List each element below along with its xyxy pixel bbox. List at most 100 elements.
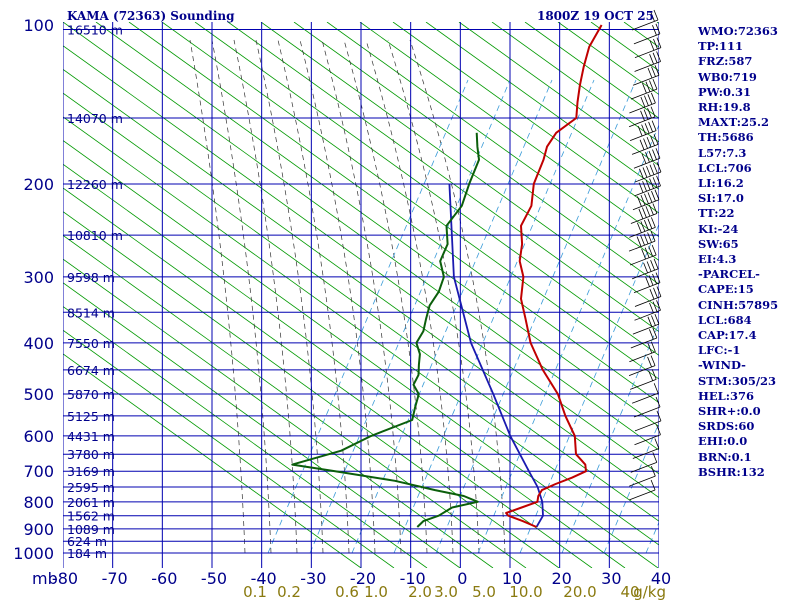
- moist-adiabat: [343, 39, 428, 554]
- wind-barb: [629, 217, 656, 238]
- mixing-ratio-label: 20.0: [563, 583, 596, 600]
- dry-adiabat: [63, 22, 659, 451]
- wind-barb: [629, 92, 656, 114]
- height-label: 2595 m: [67, 480, 115, 495]
- dry-adiabat: [260, 22, 659, 309]
- wind-barb: [630, 327, 658, 349]
- wind-barb: [634, 300, 661, 321]
- stat-line: CINH:57895: [698, 297, 779, 312]
- dry-adiabat: [63, 353, 362, 568]
- temperature-tick-label: -40: [251, 569, 277, 588]
- profiles: [291, 24, 603, 528]
- temperature-tick-label: 40: [651, 569, 671, 588]
- temperature-tick-label: -20: [350, 569, 376, 588]
- mixing-ratio-label: 0.6: [335, 583, 359, 600]
- stat-line: -WIND-: [698, 358, 746, 373]
- dry-adiabat: [63, 234, 527, 568]
- moist-adiabat: [189, 39, 246, 554]
- height-label: 1089 m: [67, 522, 115, 537]
- wind-barb: [632, 65, 660, 86]
- wind-barb: [628, 106, 656, 128]
- mixing-ratio-line: [519, 223, 659, 554]
- mixing-ratio-label: 3.0: [434, 583, 458, 600]
- wind-barb: [629, 466, 656, 487]
- height-label: 6674 m: [67, 363, 115, 378]
- height-label: 4431 m: [67, 429, 115, 444]
- wind-barb: [632, 438, 660, 459]
- chart-title: KAMA (72363) Sounding: [67, 9, 235, 23]
- stat-line: SRDS:60: [698, 419, 755, 434]
- height-label: 9598 m: [67, 270, 115, 285]
- mixing-ratio-line: [351, 79, 553, 554]
- dry-adiabat: [95, 22, 659, 427]
- dry-adiabat: [63, 282, 461, 568]
- moist-adiabat: [365, 39, 454, 554]
- height-label: 8514 m: [67, 305, 115, 320]
- height-label: 5125 m: [67, 409, 115, 424]
- stat-line: -PARCEL-: [698, 267, 760, 282]
- wind-barb: [632, 313, 660, 335]
- height-label: 184 m: [67, 546, 107, 561]
- temperature-tick-label: -30: [300, 569, 326, 588]
- height-label: 16510 m: [67, 23, 123, 38]
- temperature-tick-label: 10: [502, 569, 522, 588]
- stat-line: KI:-24: [698, 221, 739, 236]
- wind-barb: [630, 369, 657, 390]
- stat-line: TT:22: [698, 206, 735, 221]
- moist-adiabat: [233, 39, 298, 554]
- temperature-tick-label: -50: [201, 569, 227, 588]
- wind-barb: [632, 383, 659, 404]
- temperature-tick-label: 20: [551, 569, 571, 588]
- pressure-label: 700: [23, 462, 54, 481]
- dry-adiabat: [63, 45, 659, 475]
- wind-barb: [631, 9, 659, 31]
- dry-adiabat: [63, 163, 626, 568]
- stat-line: BRN:0.1: [698, 449, 752, 464]
- stat-line: BSHR:132: [698, 464, 765, 479]
- temperature-tick-label: -80: [52, 569, 78, 588]
- dry-adiabat: [359, 22, 659, 238]
- stat-line: CAP:17.4: [698, 328, 757, 343]
- mixing-ratio-lines: [267, 79, 659, 554]
- dry-adiabat: [458, 22, 659, 167]
- stat-line: HEL:376: [698, 388, 754, 403]
- height-label: 7550 m: [67, 336, 115, 351]
- stat-line: WB0:719: [698, 69, 757, 84]
- mixing-ratio-line: [393, 79, 595, 554]
- moist-adiabats: [189, 39, 506, 554]
- mixing-ratio-line: [603, 421, 659, 554]
- height-label: 3169 m: [67, 464, 115, 479]
- temperature-trace: [505, 24, 603, 528]
- parcel-trace: [448, 183, 544, 528]
- stat-line: SI:17.0: [698, 191, 744, 206]
- wind-barb: [634, 161, 662, 183]
- mixing-ratio-line: [477, 123, 659, 554]
- grid: [63, 22, 659, 568]
- wind-barb: [634, 410, 662, 432]
- stat-line: RH:19.8: [698, 100, 751, 115]
- wind-barb: [630, 203, 658, 224]
- stats-panel: WMO:72363 TP:111 FRZ:587 WB0:719 PW:0.31 RH:1…: [698, 24, 798, 480]
- dry-adiabat: [293, 22, 659, 285]
- dewpoint-trace: [291, 132, 480, 528]
- stat-line: TH:5686: [698, 130, 754, 145]
- dry-adiabat: [392, 22, 659, 214]
- wind-barb: [628, 355, 656, 376]
- mixing-ratio-line: [309, 79, 511, 554]
- pressure-label: 500: [23, 385, 54, 404]
- wind-barb: [629, 341, 656, 363]
- wind-barb: [633, 148, 661, 169]
- wind-barb: [633, 23, 661, 45]
- height-label: 10810 m: [67, 228, 123, 243]
- mixing-ratio-label: 10.0: [509, 583, 542, 600]
- stat-line: LCL:706: [698, 160, 752, 175]
- stat-line: TP:111: [698, 39, 744, 54]
- moist-adiabat: [299, 39, 376, 554]
- wind-barbs: [628, 9, 662, 501]
- stat-line: EHI:0.0: [698, 434, 748, 449]
- wind-barb: [634, 51, 661, 72]
- wind-barb: [631, 258, 659, 280]
- temperature-tick-label: 0: [457, 569, 467, 588]
